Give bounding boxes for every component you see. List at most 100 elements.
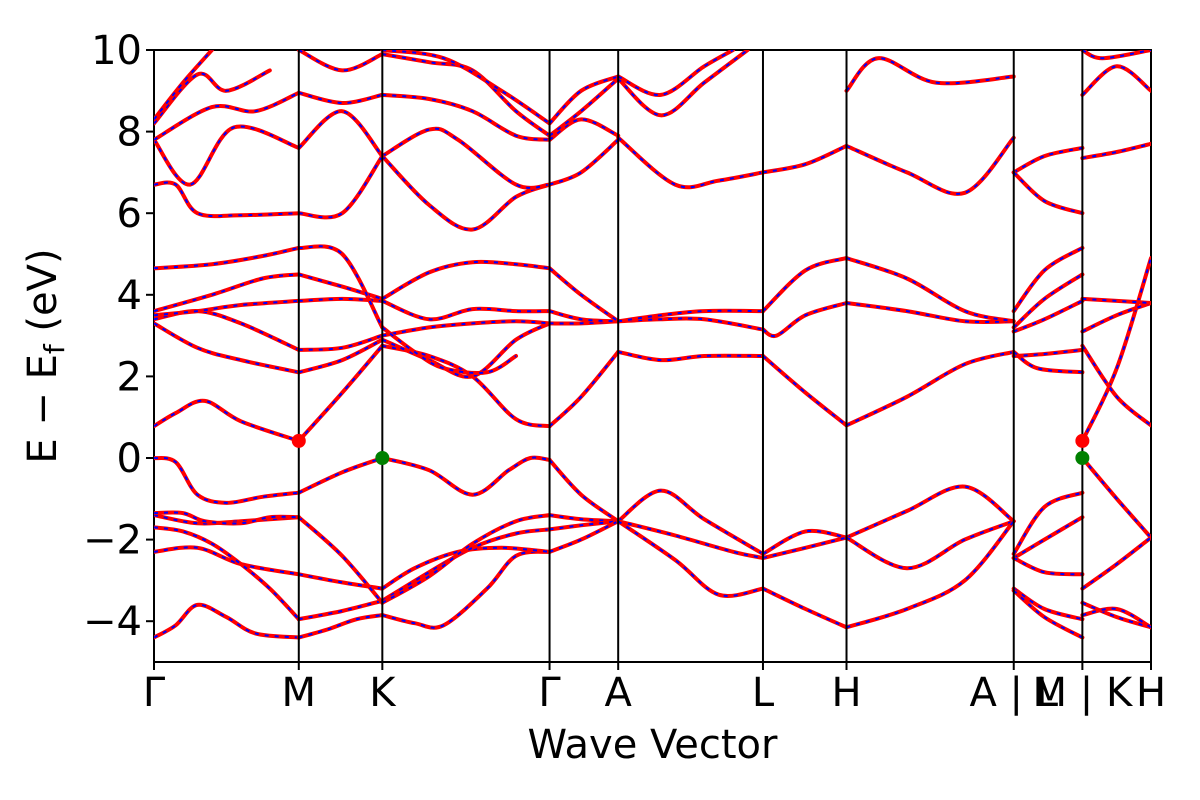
band-line-red <box>380 298 552 322</box>
y-tick-label: 2 <box>117 354 142 400</box>
band-line <box>380 259 552 301</box>
band-line-blue-dashed <box>549 139 619 186</box>
band-line <box>1011 349 1085 375</box>
vbm-marker <box>1075 451 1090 465</box>
plot-area <box>153 49 1152 663</box>
band-line-blue-dashed <box>298 297 383 302</box>
band-line <box>844 135 1016 196</box>
band-line-blue-dashed <box>617 520 764 559</box>
band-line-blue-dashed <box>298 516 384 604</box>
band-line <box>844 349 1016 428</box>
band-line-blue-dashed <box>762 536 847 559</box>
x-tick-label: M <box>282 670 317 716</box>
band-line <box>844 519 1016 571</box>
y-axis-label-subscript: f <box>38 343 71 354</box>
band-line-blue-dashed <box>298 338 383 374</box>
band-line <box>154 321 301 375</box>
band-line-blue-dashed <box>154 322 300 374</box>
y-tick-label: 6 <box>117 191 142 237</box>
band-line <box>380 513 552 605</box>
band-line-blue-dashed <box>298 599 383 621</box>
band-line-red <box>547 137 621 187</box>
band-line-blue-dashed <box>762 355 848 427</box>
band-line <box>1080 141 1151 161</box>
band-line-red <box>296 109 385 159</box>
x-tick-label: H <box>1136 670 1166 716</box>
band-line <box>296 272 385 301</box>
band-line <box>844 519 1016 630</box>
band-line-red <box>380 259 552 301</box>
band-line <box>154 124 301 187</box>
band-line-blue-dashed <box>1013 589 1083 639</box>
band-line <box>844 56 1016 93</box>
band-line-blue-dashed <box>1013 171 1083 215</box>
x-tick-label: Γ <box>538 670 561 716</box>
band-line <box>616 50 750 118</box>
band-line-red <box>154 455 301 505</box>
band-line <box>296 515 385 605</box>
band-line <box>547 117 621 142</box>
band-line-blue-dashed <box>154 526 300 620</box>
band-line-blue-dashed <box>1081 457 1151 539</box>
band-line-blue-dashed <box>154 546 299 576</box>
band-line <box>1080 343 1151 428</box>
band-line-blue-dashed <box>382 93 550 141</box>
band-line <box>1080 606 1151 630</box>
band-line-red <box>154 272 301 314</box>
band-line-red <box>154 398 301 443</box>
cbm-marker <box>1075 433 1090 448</box>
band-line <box>154 525 301 622</box>
band-line-blue-dashed <box>548 75 619 125</box>
band-line-blue-dashed <box>1013 557 1083 576</box>
band-line <box>296 598 385 622</box>
band-line-blue-dashed <box>154 181 299 218</box>
band-line <box>1011 515 1085 560</box>
extrema-markers <box>291 433 1090 465</box>
band-line-red <box>380 513 552 605</box>
band-line-blue-dashed <box>762 587 847 629</box>
band-line-red <box>616 135 765 190</box>
band-line-red <box>844 256 1016 324</box>
band-line-red <box>616 519 765 598</box>
band-line <box>1080 64 1151 97</box>
band-line <box>296 572 385 591</box>
band-line <box>296 50 385 73</box>
band-line <box>1011 272 1085 330</box>
band-line-blue-dashed <box>298 245 384 328</box>
band-line-blue-dashed <box>1081 50 1151 60</box>
band-line-blue-dashed <box>846 350 1014 427</box>
band-line <box>296 296 385 303</box>
band-line <box>844 301 1016 325</box>
band-line <box>296 154 385 220</box>
band-line-red <box>296 154 385 220</box>
band-line-red <box>1011 588 1085 640</box>
band-line-red <box>547 76 621 138</box>
band-line <box>380 126 552 190</box>
y-tick-label: 0 <box>117 436 142 482</box>
band-line-red <box>1011 145 1085 175</box>
band-line-red <box>296 337 385 375</box>
band-line <box>154 455 301 505</box>
band-line <box>616 50 736 97</box>
band-line-red <box>154 298 301 318</box>
band-line-blue-dashed <box>154 50 213 121</box>
band-line <box>154 298 301 318</box>
x-tick-label: A | L <box>969 670 1058 716</box>
band-line-red <box>154 525 301 622</box>
band-line-blue-dashed <box>154 456 299 504</box>
y-tick-label: 4 <box>117 273 142 319</box>
band-line <box>547 266 621 324</box>
band-line-blue-dashed <box>618 309 764 323</box>
band-line-blue-dashed <box>1082 142 1151 160</box>
band-line <box>1011 556 1085 577</box>
y-tick-label: −4 <box>83 599 142 645</box>
band-line-blue-dashed <box>1012 491 1083 555</box>
band-line <box>296 90 385 106</box>
band-line <box>154 180 301 219</box>
band-line-red <box>1011 515 1085 560</box>
band-line <box>547 309 621 324</box>
band-line <box>1011 586 1085 622</box>
y-axis-label-main: E − E <box>20 354 66 464</box>
band-line <box>296 613 385 640</box>
band-line <box>1080 296 1151 305</box>
